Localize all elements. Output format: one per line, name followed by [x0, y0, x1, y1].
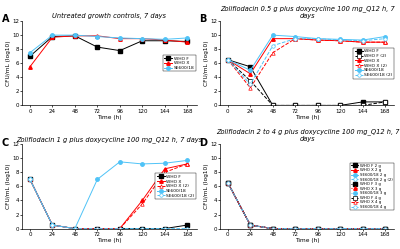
- Y-axis label: CFU/mL (log10): CFU/mL (log10): [6, 40, 11, 86]
- Legend: WHO F, WHO X, SE600/18: WHO F, WHO X, SE600/18: [163, 55, 196, 71]
- X-axis label: Time (h): Time (h): [295, 115, 320, 120]
- Title: Zoliflodacin 2 to 4 g plus doxycycline 100 mg_Q12 h, 7
days: Zoliflodacin 2 to 4 g plus doxycycline 1…: [216, 129, 399, 142]
- Legend: WHO F, WHO F (2), WHO X, WHO X (2), SE600/18, SE600/18 (2): WHO F, WHO F (2), WHO X, WHO X (2), SE60…: [353, 48, 394, 79]
- Text: A: A: [2, 14, 9, 24]
- Title: Zoliflodacin 1 g plus doxycycline 100 mg_Q12 h, 7 days: Zoliflodacin 1 g plus doxycycline 100 mg…: [16, 136, 202, 143]
- Text: B: B: [200, 14, 207, 24]
- Text: C: C: [2, 137, 9, 147]
- Y-axis label: CFU/mL (log10): CFU/mL (log10): [204, 40, 208, 86]
- Text: D: D: [200, 137, 208, 147]
- Legend: WHO F 2 g, WHO X 2 g, SE600/18 2 g, SE600/18 2 g (2), WHO F 3 g, WHO X 3 g, SE60: WHO F 2 g, WHO X 2 g, SE600/18 2 g, SE60…: [350, 163, 394, 210]
- Legend: WHO F, WHO X, WHO X (2), SE600/18, SE600/18 (2): WHO F, WHO X, WHO X (2), SE600/18, SE600…: [155, 174, 196, 199]
- X-axis label: Time (h): Time (h): [295, 239, 320, 244]
- X-axis label: Time (h): Time (h): [97, 115, 122, 120]
- Title: Zoliflodacin 0.5 g plus doxycycline 100 mg_Q12 h, 7
days: Zoliflodacin 0.5 g plus doxycycline 100 …: [220, 5, 395, 19]
- X-axis label: Time (h): Time (h): [97, 239, 122, 244]
- Title: Untreated growth controls, 7 days: Untreated growth controls, 7 days: [52, 13, 166, 19]
- Y-axis label: CFU/mL (log10): CFU/mL (log10): [6, 164, 11, 209]
- Y-axis label: CFU/mL (log10): CFU/mL (log10): [204, 164, 208, 209]
